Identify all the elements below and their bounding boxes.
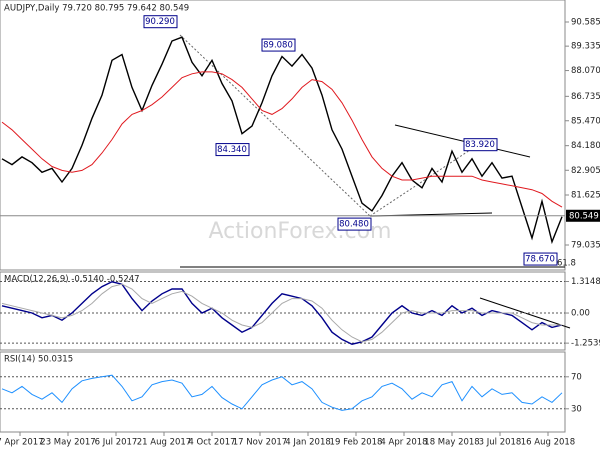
series-line	[1, 71, 563, 208]
price-label-box	[143, 15, 178, 29]
y-tick-label: 30	[571, 404, 582, 414]
price-label: 78.670	[525, 255, 555, 265]
x-tick-label: 3 Jul 2018	[479, 438, 522, 448]
price-label-box	[215, 143, 250, 157]
price-label: 89.080	[263, 41, 293, 51]
y-tick-label: 82.905	[571, 166, 600, 176]
y-tick-label: 70	[571, 372, 582, 382]
price-label-box	[523, 252, 558, 266]
y-tick-label: 0.00	[571, 309, 590, 319]
y-tick-label: 1.3148	[571, 277, 600, 287]
price-label-box	[463, 138, 498, 152]
current-price-label: 80.549	[569, 211, 599, 221]
y-tick-label: 79.035	[571, 240, 600, 250]
current-price-box	[566, 209, 600, 222]
x-tick-label: 4 Jan 2018	[285, 438, 331, 448]
rsi-frame	[0, 351, 566, 433]
x-tick-label: 19 Feb 2018	[330, 438, 383, 448]
series-line	[1, 281, 563, 345]
trendline	[394, 124, 531, 158]
price-label-box	[337, 217, 372, 231]
x-tick-label: 21 Aug 2017	[137, 438, 191, 448]
y-tick-label: 85.470	[571, 116, 600, 126]
x-tick-label: 17 Nov 2017	[233, 438, 287, 448]
x-tick-label: 4 Apr 2018	[380, 438, 427, 448]
macd-title: MACD(12,26,9) -0.5140 -0.5247	[4, 275, 140, 285]
series-line	[1, 36, 563, 245]
chart-title: AUDJPY,Daily 79.720 80.795 79.642 80.549	[4, 4, 189, 14]
x-tick-label: 23 May 2017	[40, 438, 95, 448]
price-label: 80.480	[339, 220, 369, 230]
y-tick-label: 84.180	[571, 141, 600, 151]
y-tick-label: 90.585	[571, 18, 600, 28]
y-tick-label: 81.625	[571, 190, 600, 200]
x-tick-label: 4 Oct 2017	[188, 438, 235, 448]
x-tick-label: 16 Aug 2018	[521, 438, 575, 448]
rsi-title: RSI(14) 50.0315	[4, 355, 73, 365]
trendline	[179, 34, 371, 217]
x-tick-label: 6 Jul 2017	[95, 438, 138, 448]
fe-label: FE 61.8	[544, 259, 576, 269]
price-label: 83.920	[465, 140, 495, 150]
series-line	[1, 374, 563, 411]
x-tick-label: 7 Apr 2017	[0, 438, 44, 448]
x-tick-label: 18 May 2018	[424, 438, 479, 448]
y-tick-label: 86.735	[571, 92, 600, 102]
y-tick-label: -1.2539	[571, 339, 600, 349]
macd-frame	[0, 271, 566, 351]
y-tick-label: 88.070	[571, 66, 600, 76]
y-tick-label: 89.335	[571, 42, 600, 52]
main-frame	[0, 0, 566, 271]
price-label-box	[261, 38, 296, 52]
trendline	[369, 149, 471, 217]
series-line	[1, 283, 562, 343]
price-label: 90.290	[145, 17, 175, 27]
price-label: 84.340	[217, 145, 247, 155]
